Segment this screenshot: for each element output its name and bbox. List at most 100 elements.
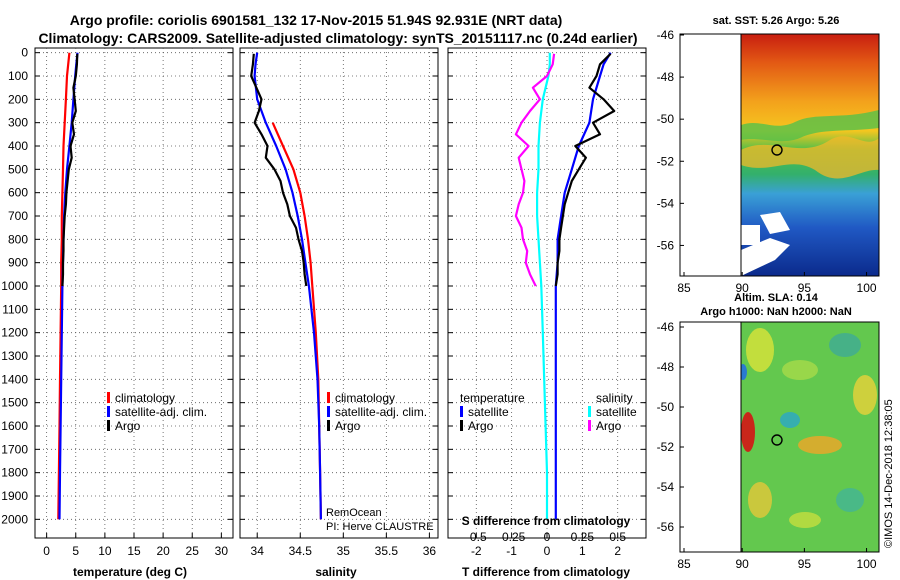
legend-swatch-climatology [327,392,330,403]
credit-project: RemOcean [326,507,382,519]
top-x-tick-label: -0.25 [498,530,526,544]
series-line-satellite-adj-clim- [58,52,79,520]
salinity-legend: climatology satellite-adj. clim. Argo [327,391,427,433]
depth-tick-label: 1700 [1,442,28,456]
x-tick-label: 35 [337,544,351,558]
sla-anomaly [782,360,818,380]
depth-tick-label: 800 [8,232,28,246]
watermark: ©IMOS 14-Dec-2018 12:38:05 [883,399,895,548]
depth-tick-label: 200 [8,92,28,106]
lat-tick-label: -46 [657,28,675,42]
sst-data-frame [740,33,880,277]
sla-data-frame [740,321,880,553]
lon-tick-label: 85 [677,281,691,295]
legend-label-argo: Argo [335,419,361,433]
legend-label-satellite: satellite-adj. clim. [335,405,427,419]
sla-map-title-1: Altim. SLA: 0.14 [734,292,819,304]
depth-tick-label: 1200 [1,326,28,340]
x-tick-label: 36 [423,544,437,558]
argo-position-marker [771,434,783,446]
series-line-salinity-satellite [535,52,551,520]
legend-swatch-argo [107,420,110,431]
x-tick-label: 25 [186,544,200,558]
depth-axis: 0 100 200 300 400 500 600 700 800 900 1000 1100 1200… [1,46,28,527]
difference-legend: temperature satellite Argo salinity sate… [460,391,637,433]
legend-swatch-t-satellite [460,406,463,417]
top-x-tick-label: 0.5 [609,530,626,544]
legend-swatch-argo [327,420,330,431]
lat-tick-label: -50 [657,400,675,414]
legend-label-climatology: climatology [335,391,395,405]
sst-front-warm [741,136,879,179]
x-tick-label: 20 [156,544,170,558]
sla-anomaly [741,364,747,380]
title-line-1: Argo profile: coriolis 6901581_132 17-No… [70,12,563,28]
credit-pi: PI: Herve CLAUSTRE [326,521,434,533]
sst-land-mask [741,238,790,276]
sst-map [679,33,880,277]
difference-top-xlabel: S difference from climatology [462,514,631,528]
x-tick-label: 10 [98,544,112,558]
temperature-xlabel: temperature (deg C) [73,565,187,579]
depth-tick-label: 1800 [1,466,28,480]
legend-swatch-t-argo [460,420,463,431]
lon-tick-label: 90 [736,281,750,295]
legend-swatch-satellite [107,406,110,417]
grid-layer [35,48,646,538]
x-tick-label: -2 [471,544,482,558]
lat-tick-label: -48 [657,360,675,374]
sla-anomaly [789,512,821,528]
x-tick-label: -1 [506,544,517,558]
sst-land-mask [760,212,790,234]
depth-tick-label: 1500 [1,396,28,410]
depth-tick-label: 600 [8,186,28,200]
top-x-tick-label: -0.5 [466,530,487,544]
series-line-salinity-argo [514,53,556,287]
lon-tick-label: 95 [798,557,812,571]
sla-anomaly [748,482,772,518]
legend-label-s-satellite: satellite [596,405,637,419]
series-line-argo [250,53,308,287]
legend-swatch-satellite [327,406,330,417]
x-tick-label: 0 [43,544,50,558]
lon-tick-label: 85 [677,557,691,571]
depth-tick-label: 900 [8,256,28,270]
top-x-tick-label: 0 [544,530,551,544]
salinity-panel-frame [239,47,439,539]
depth-tick-label: 1300 [1,349,28,363]
x-tick-label: 2 [614,544,621,558]
depth-tick-label: 2000 [1,512,28,526]
depth-tick-label: 1100 [2,302,28,316]
lat-tick-label: -54 [657,480,675,494]
legend-swatch-s-satellite [588,406,591,417]
salinity-xlabel: salinity [315,565,357,579]
lon-tick-label: 90 [736,557,750,571]
legend-title-salinity: salinity [596,391,633,405]
x-tick-label: 35.5 [375,544,399,558]
depth-tick-label: 400 [8,139,28,153]
legend-label-satellite: satellite-adj. clim. [115,405,207,419]
series-line-temperature-argo [554,53,616,287]
sla-anomaly [853,375,877,415]
legend-label-climatology: climatology [115,391,175,405]
legend-title-temperature: temperature [460,391,525,405]
x-tick-label: 1 [579,544,586,558]
sla-anomaly [741,412,755,452]
lon-tick-label: 100 [857,557,877,571]
lon-tick-label: 100 [857,281,877,295]
sst-land-mask [741,225,760,245]
depth-tick-label: 1400 [1,372,28,386]
x-tick-label: 15 [127,544,141,558]
legend-label-t-satellite: satellite [468,405,509,419]
sst-front-green [741,110,879,142]
difference-xlabel: T difference from climatology [462,565,630,579]
sla-anomaly [829,333,861,357]
lat-tick-label: -54 [657,196,675,210]
legend-label-s-argo: Argo [596,419,622,433]
legend-swatch-climatology [107,392,110,403]
lon-tick-label: 95 [798,281,812,295]
depth-tick-label: 700 [8,209,28,223]
map-ticks: -46 -48 -50 -52 -54 -56 85 90 95 100 -46 -48 -50 -52 -… [657,28,877,571]
sla-anomaly [798,436,842,454]
depth-tick-label: 1000 [1,279,28,293]
